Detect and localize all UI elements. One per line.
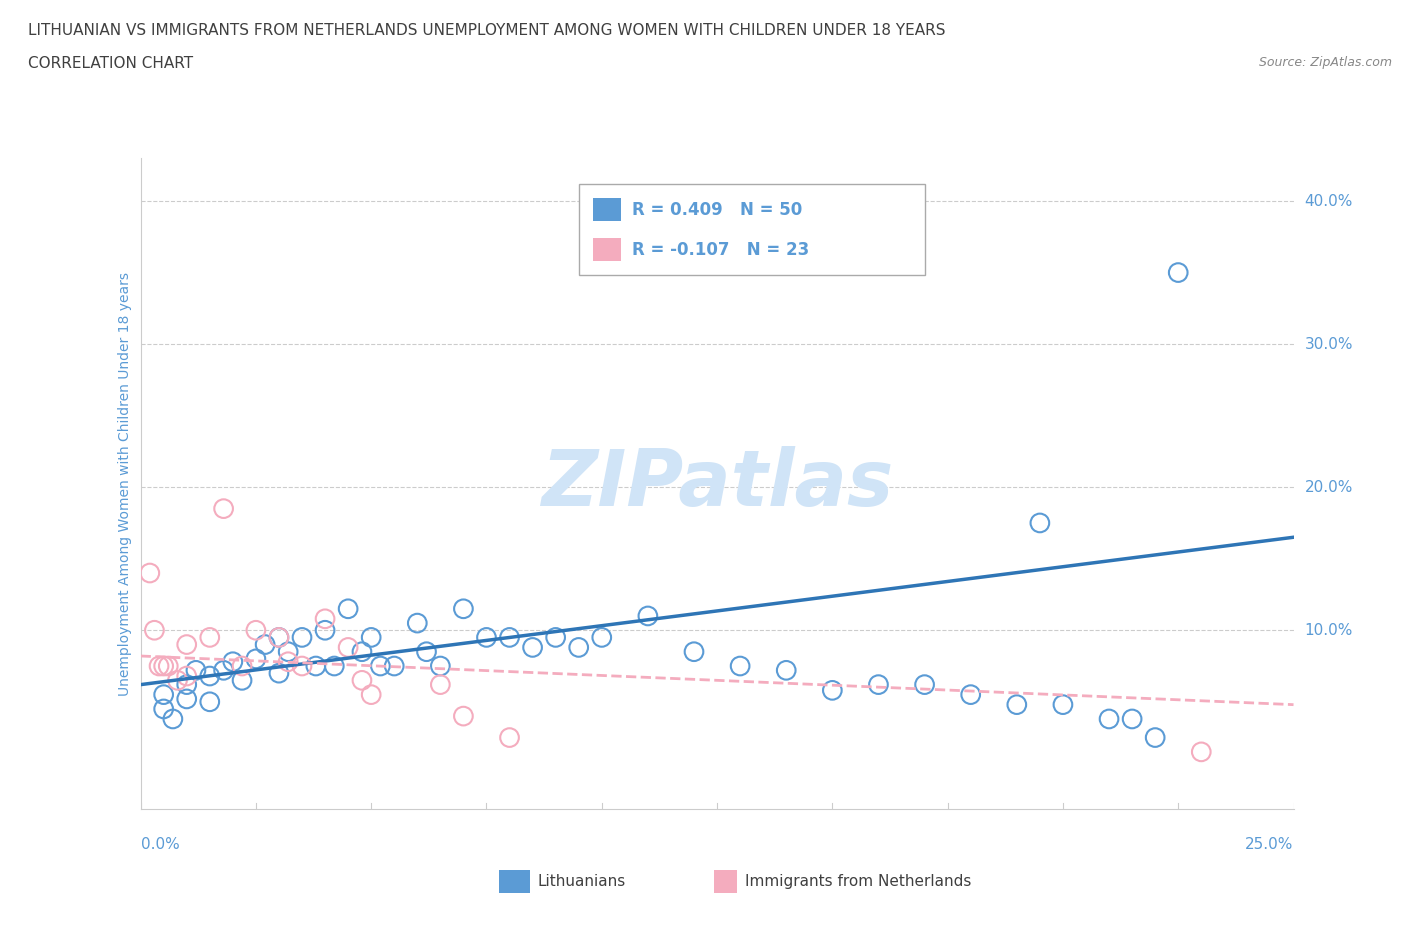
- Point: [152, 687, 174, 702]
- Point: [231, 658, 253, 673]
- Point: [143, 623, 166, 638]
- Point: [914, 677, 936, 692]
- Point: [868, 677, 890, 692]
- Point: [821, 683, 844, 698]
- Point: [1005, 698, 1028, 712]
- Text: ZIPatlas: ZIPatlas: [541, 445, 893, 522]
- Point: [176, 637, 198, 652]
- Point: [176, 677, 198, 692]
- Point: [337, 602, 360, 617]
- Point: [683, 644, 706, 659]
- Point: [184, 663, 207, 678]
- Point: [429, 658, 451, 673]
- Text: 40.0%: 40.0%: [1305, 193, 1353, 208]
- Point: [231, 673, 253, 688]
- Point: [152, 701, 174, 716]
- Point: [157, 658, 180, 673]
- Point: [1098, 711, 1121, 726]
- Point: [350, 644, 373, 659]
- Text: LITHUANIAN VS IMMIGRANTS FROM NETHERLANDS UNEMPLOYMENT AMONG WOMEN WITH CHILDREN: LITHUANIAN VS IMMIGRANTS FROM NETHERLAND…: [28, 23, 946, 38]
- Point: [166, 673, 188, 688]
- Point: [267, 630, 290, 644]
- Point: [568, 640, 591, 655]
- Point: [148, 658, 170, 673]
- Text: Lithuanians: Lithuanians: [537, 874, 626, 889]
- Point: [176, 669, 198, 684]
- Point: [1167, 265, 1189, 280]
- Point: [162, 711, 184, 726]
- Text: 0.0%: 0.0%: [141, 837, 180, 852]
- Point: [453, 602, 475, 617]
- Text: 25.0%: 25.0%: [1246, 837, 1294, 852]
- Point: [152, 658, 174, 673]
- Point: [544, 630, 567, 644]
- Point: [267, 666, 290, 681]
- Point: [415, 644, 437, 659]
- Point: [591, 630, 613, 644]
- Point: [350, 673, 373, 688]
- Point: [305, 658, 328, 673]
- Point: [475, 630, 498, 644]
- Point: [453, 709, 475, 724]
- Point: [522, 640, 544, 655]
- Point: [245, 623, 267, 638]
- Point: [222, 655, 245, 670]
- Point: [254, 637, 277, 652]
- Point: [323, 658, 346, 673]
- Point: [198, 630, 221, 644]
- Point: [498, 730, 520, 745]
- Text: 30.0%: 30.0%: [1305, 337, 1353, 352]
- Point: [360, 630, 382, 644]
- Point: [775, 663, 797, 678]
- Point: [360, 687, 382, 702]
- Point: [198, 669, 221, 684]
- Point: [245, 651, 267, 666]
- Point: [314, 623, 336, 638]
- Point: [291, 630, 314, 644]
- Point: [406, 616, 429, 631]
- Text: Immigrants from Netherlands: Immigrants from Netherlands: [745, 874, 972, 889]
- Point: [429, 677, 451, 692]
- Point: [267, 630, 290, 644]
- Text: 20.0%: 20.0%: [1305, 480, 1353, 495]
- Point: [277, 655, 299, 670]
- Point: [382, 658, 405, 673]
- Point: [212, 663, 235, 678]
- Point: [728, 658, 751, 673]
- Point: [1189, 744, 1212, 759]
- Y-axis label: Unemployment Among Women with Children Under 18 years: Unemployment Among Women with Children U…: [118, 272, 132, 696]
- Text: R = 0.409   N = 50: R = 0.409 N = 50: [633, 201, 803, 219]
- Text: 10.0%: 10.0%: [1305, 623, 1353, 638]
- Point: [139, 565, 162, 580]
- Point: [370, 658, 392, 673]
- Text: R = -0.107   N = 23: R = -0.107 N = 23: [633, 241, 810, 259]
- Point: [498, 630, 520, 644]
- Point: [291, 658, 314, 673]
- Point: [277, 644, 299, 659]
- Point: [212, 501, 235, 516]
- Point: [1144, 730, 1167, 745]
- Point: [176, 692, 198, 707]
- Point: [637, 608, 659, 623]
- Text: CORRELATION CHART: CORRELATION CHART: [28, 56, 193, 71]
- Point: [1121, 711, 1143, 726]
- Point: [1029, 515, 1052, 530]
- Point: [337, 640, 360, 655]
- Point: [314, 611, 336, 626]
- Point: [959, 687, 981, 702]
- Point: [198, 695, 221, 710]
- Point: [1052, 698, 1074, 712]
- Text: Source: ZipAtlas.com: Source: ZipAtlas.com: [1258, 56, 1392, 69]
